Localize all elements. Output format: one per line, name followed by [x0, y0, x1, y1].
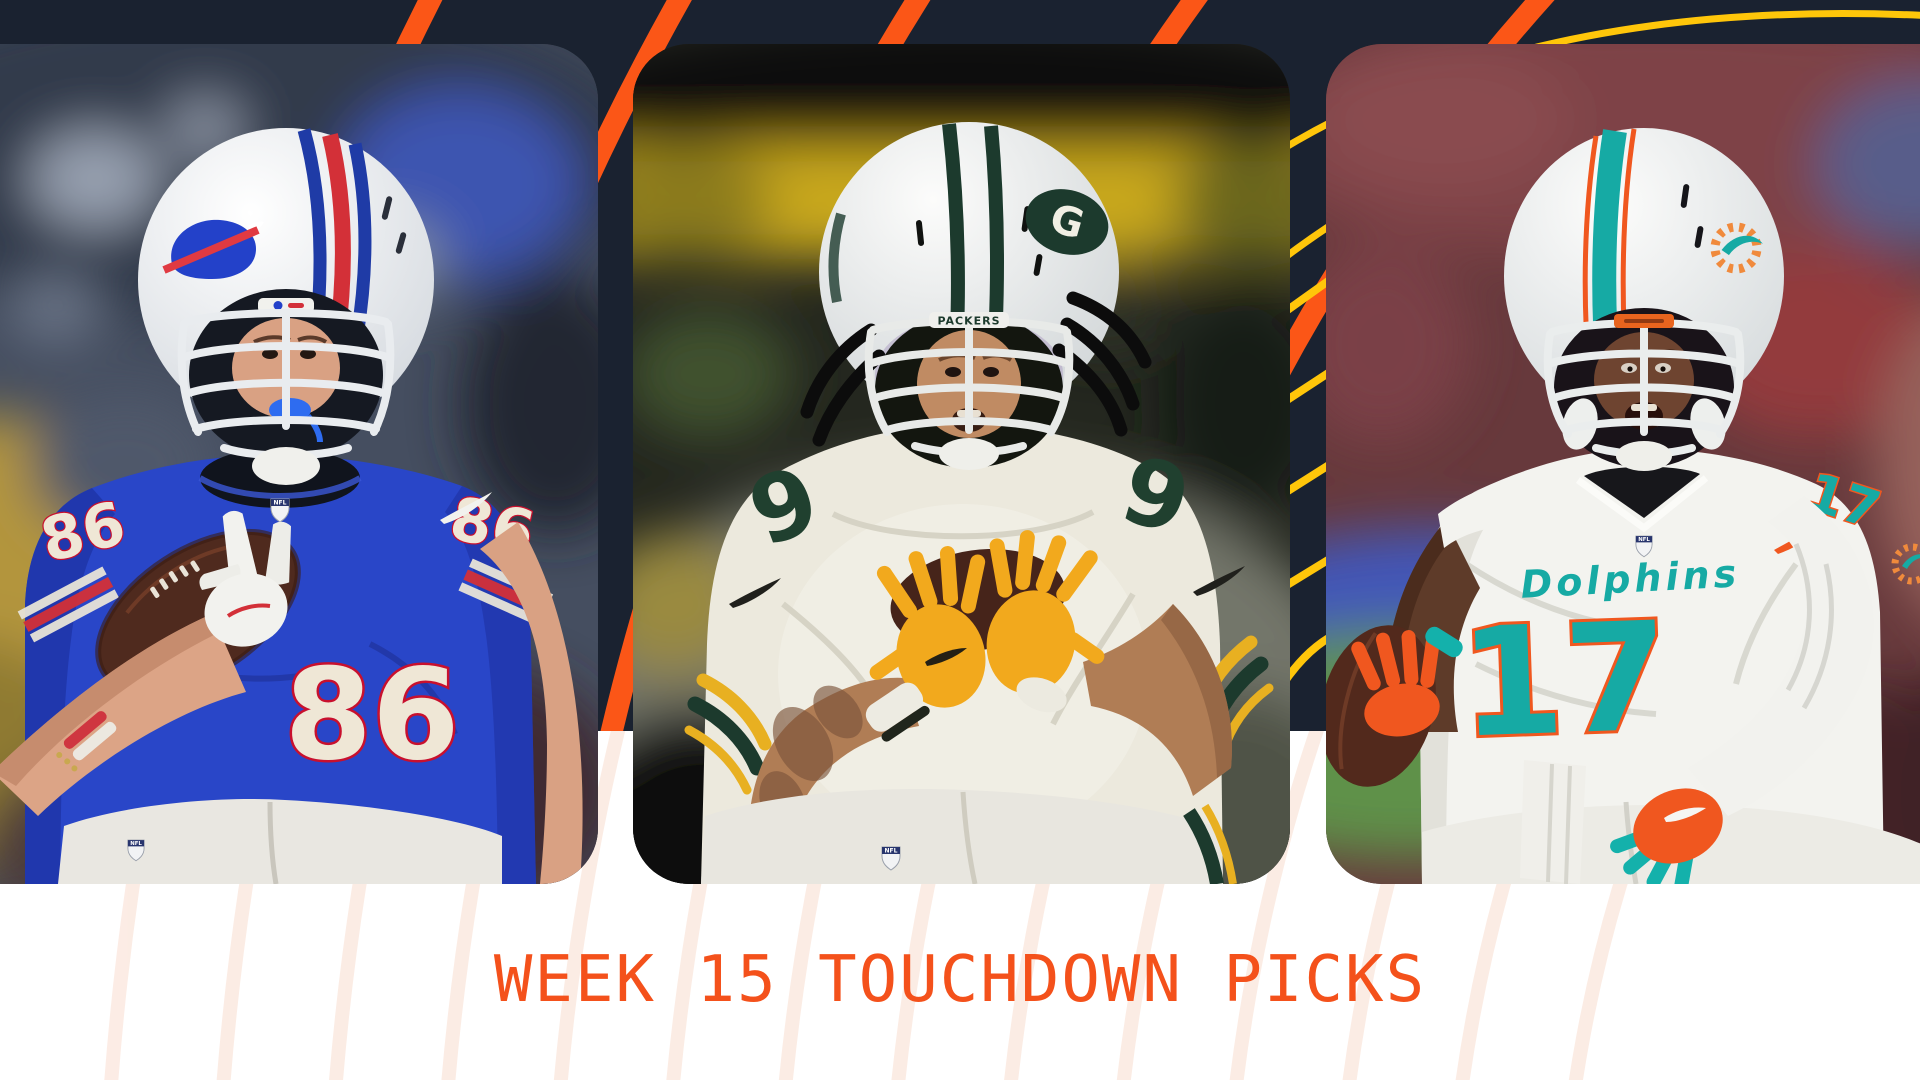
nike-swoosh-icon: [729, 578, 781, 608]
glove-icon: [1351, 630, 1440, 737]
chin-strap: [252, 447, 320, 485]
facemask: [1543, 318, 1745, 458]
wristband: [865, 682, 930, 742]
packers-helmet-icon: G: [800, 122, 1152, 470]
pants: [701, 789, 1223, 884]
pants: [58, 799, 502, 884]
chin-strap: [939, 438, 999, 470]
towel: [1520, 760, 1586, 884]
glove-icon: [986, 530, 1105, 713]
chin-strap: [1616, 441, 1672, 471]
page-title: WEEK 15 TOUCHDOWN PICKS: [493, 943, 1427, 1017]
arm: [0, 614, 246, 816]
nfl-shield-icon: NFL: [127, 839, 145, 862]
nfl-shield-icon: NFL: [881, 846, 901, 871]
bills-buffalo-logo-icon: [162, 219, 264, 279]
dolphins-sleeve-logo-icon: [1891, 543, 1920, 585]
bills-player: NFL 86 86 86: [0, 128, 583, 884]
dolphins-player: NFL Dolphins 17 17: [1326, 128, 1920, 884]
nike-swoosh-icon: [440, 492, 492, 524]
packers-player: 9 9: [684, 122, 1274, 884]
glove-icon: [1610, 788, 1723, 884]
arm: [480, 522, 583, 884]
facemask: [177, 309, 395, 460]
bills-player-card: NFL 86 86 86: [0, 44, 598, 884]
nike-swoosh-icon: [1193, 566, 1245, 596]
svg-text:NFL: NFL: [1638, 537, 1650, 543]
dolphins-helmet-icon: [1504, 128, 1784, 471]
svg-text:NFL: NFL: [274, 500, 287, 507]
bills-helmet-icon: [138, 128, 434, 485]
chest-number: 86: [284, 641, 459, 788]
collar: [1584, 466, 1700, 518]
svg-text:NFL: NFL: [130, 841, 142, 847]
helmet-bumper-text: PACKERS: [937, 315, 1000, 328]
svg-text:NFL: NFL: [885, 848, 898, 855]
wristbands: [56, 711, 117, 772]
chest-number: 17: [1457, 590, 1672, 771]
nfl-shield-icon: NFL: [1635, 535, 1653, 558]
sleeve-stripes: [17, 566, 119, 643]
nfl-shield-icon: NFL: [270, 498, 290, 523]
bills-jersey: [25, 454, 536, 884]
glove-icon: [869, 546, 986, 708]
dolphins-player-card: NFL Dolphins 17 17: [1326, 44, 1920, 884]
helmet-bumper: [929, 312, 1009, 328]
packers-g-logo-icon: G: [1025, 189, 1109, 255]
facemask: [864, 316, 1074, 457]
tattoos: [759, 685, 863, 837]
glove-icon: [199, 510, 292, 647]
packers-player-card: 9 9: [633, 44, 1290, 884]
glove-cuff: [1425, 626, 1463, 658]
